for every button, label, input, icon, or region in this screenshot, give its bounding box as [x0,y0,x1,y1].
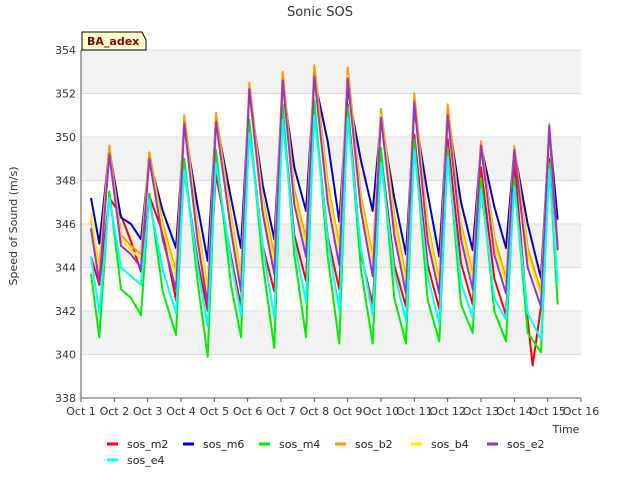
x-tick-label: Oct 7 [266,405,296,418]
x-tick-label: Oct 11 [396,405,433,418]
x-tick-labels: Oct 1 Oct 2 Oct 3 Oct 4 Oct 5 Oct 6 Oct 7 Oct 8… [66,398,599,418]
axes [80,50,581,399]
plot-band [81,50,581,94]
legend-label: sos_b2 [355,438,393,451]
y-tick-label: 338 [55,392,76,405]
x-tick-label: Oct 2 [100,405,130,418]
y-tick-label: 346 [55,218,76,231]
y-tick-label: 342 [55,305,76,318]
x-tick-label: Oct 5 [200,405,230,418]
legend-label: sos_b4 [431,438,469,451]
x-tick-label: Oct 15 [529,405,566,418]
y-tick-labels: 338 340 342 344 346 348 350 352 354 [55,44,76,405]
x-tick-label: Oct 14 [496,405,533,418]
y-axis-label: Speed of Sound (m/s) [7,167,20,286]
y-tick-label: 350 [55,131,76,144]
legend-label: sos_m6 [203,438,244,451]
x-tick-label: Oct 3 [133,405,163,418]
y-tick-label: 348 [55,175,76,188]
station-badge: BA_adex [81,31,147,51]
legend: sos_m2 sos_m6 sos_m4 sos_b2 sos_b4 sos_e2 sos_… [107,438,544,467]
x-tick-label: Oct 13 [463,405,500,418]
y-tick-label: 354 [55,44,76,57]
y-tick-label: 352 [55,88,76,101]
x-tick-label: Oct 6 [233,405,263,418]
legend-label: sos_m4 [279,438,320,451]
x-tick-label: Oct 16 [563,405,600,418]
badge-box [81,31,147,51]
plot-band [81,93,581,137]
series-line-sos-e4 [90,114,559,341]
x-tick-label: Oct 10 [363,405,400,418]
legend-label: sos_m2 [127,438,168,451]
y-tick-label: 344 [55,262,76,275]
y-tick-label: 340 [55,349,76,362]
plot-band [81,354,581,398]
series-line-sos-e2 [90,75,559,308]
x-tick-label: Oct 9 [333,405,363,418]
x-tick-label: Oct 1 [66,405,96,418]
legend-label: sos_e2 [507,438,544,451]
x-tick-label: Oct 4 [166,405,196,418]
x-axis-label: Time [552,423,580,436]
legend-label: sos_e4 [127,454,164,467]
series-lines [90,64,559,367]
x-tick-label: Oct 8 [300,405,330,418]
badge-label: BA_adex [87,35,139,48]
chart-title: Sonic SOS [287,5,353,20]
x-tick-label: Oct 12 [429,405,466,418]
